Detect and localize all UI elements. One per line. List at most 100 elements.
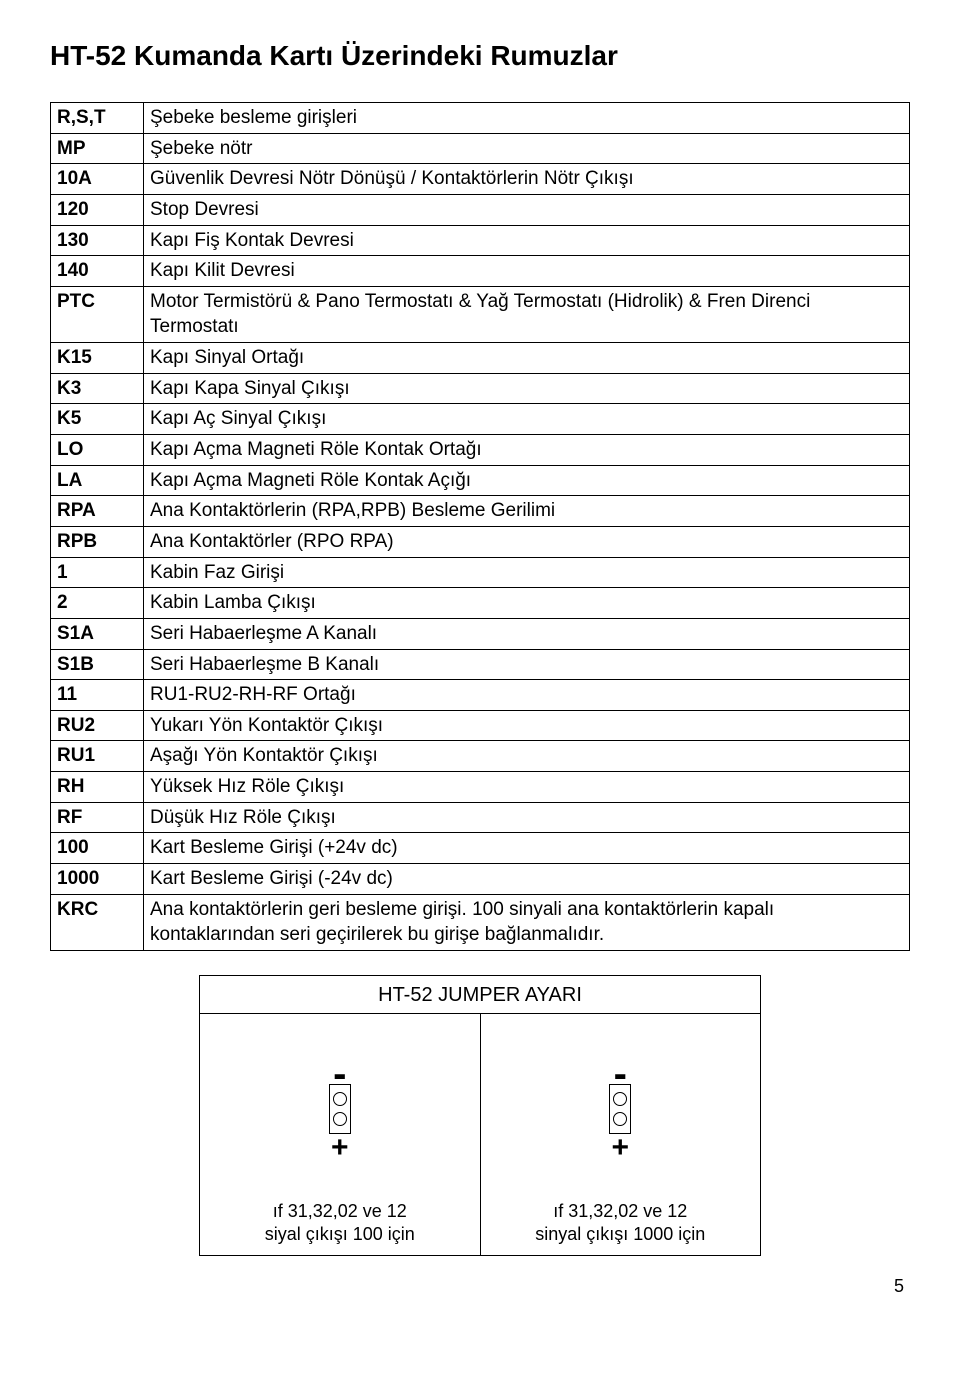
code-cell: 2 (51, 588, 144, 619)
table-row: 130Kapı Fiş Kontak Devresi (51, 225, 910, 256)
code-cell: 10A (51, 164, 144, 195)
code-cell: PTC (51, 286, 144, 342)
code-cell: K5 (51, 404, 144, 435)
jumper-panel: -+ıf 31,32,02 ve 12sinyal çıkışı 1000 iç… (481, 1014, 761, 1255)
jumper-pinbox (609, 1084, 631, 1134)
panel-caption: ıf 31,32,02 ve 12siyal çıkışı 100 için (265, 1200, 415, 1247)
desc-cell: Kart Besleme Girişi (-24v dc) (144, 864, 910, 895)
diagram-title: HT-52 JUMPER AYARI (200, 976, 760, 1013)
table-row: MPŞebeke nötr (51, 133, 910, 164)
jumper-pin (333, 1092, 347, 1106)
table-row: 140Kapı Kilit Devresi (51, 256, 910, 287)
code-cell: K15 (51, 343, 144, 374)
table-row: 11RU1-RU2-RH-RF Ortağı (51, 680, 910, 711)
desc-cell: Kapı Fiş Kontak Devresi (144, 225, 910, 256)
table-row: PTCMotor Termistörü & Pano Termostatı & … (51, 286, 910, 342)
desc-cell: Aşağı Yön Kontaktör Çıkışı (144, 741, 910, 772)
table-row: 2Kabin Lamba Çıkışı (51, 588, 910, 619)
table-row: 1Kabin Faz Girişi (51, 557, 910, 588)
desc-cell: Ana Kontaktörler (RPO RPA) (144, 526, 910, 557)
desc-cell: Kapı Açma Magneti Röle Kontak Ortağı (144, 435, 910, 466)
code-cell: R,S,T (51, 103, 144, 134)
jumper-pin (613, 1092, 627, 1106)
desc-cell: Motor Termistörü & Pano Termostatı & Yağ… (144, 286, 910, 342)
desc-cell: Güvenlik Devresi Nötr Dönüşü / Kontaktör… (144, 164, 910, 195)
desc-cell: Kapı Aç Sinyal Çıkışı (144, 404, 910, 435)
page-title: HT-52 Kumanda Kartı Üzerindeki Rumuzlar (50, 40, 910, 72)
jumper-symbol: -+ (609, 1064, 631, 1160)
table-row: RU1Aşağı Yön Kontaktör Çıkışı (51, 741, 910, 772)
plus-sign: + (331, 1136, 349, 1160)
desc-cell: Düşük Hız Röle Çıkışı (144, 802, 910, 833)
desc-cell: Kabin Lamba Çıkışı (144, 588, 910, 619)
desc-cell: Ana kontaktörlerin geri besleme girişi. … (144, 894, 910, 950)
code-cell: 130 (51, 225, 144, 256)
table-row: 10AGüvenlik Devresi Nötr Dönüşü / Kontak… (51, 164, 910, 195)
code-cell: 140 (51, 256, 144, 287)
table-row: LOKapı Açma Magneti Röle Kontak Ortağı (51, 435, 910, 466)
code-cell: 100 (51, 833, 144, 864)
code-cell: 1 (51, 557, 144, 588)
table-row: K15Kapı Sinyal Ortağı (51, 343, 910, 374)
code-cell: K3 (51, 373, 144, 404)
code-cell: RU1 (51, 741, 144, 772)
jumper-diagram: HT-52 JUMPER AYARI -+ıf 31,32,02 ve 12si… (199, 975, 761, 1256)
table-row: RHYüksek Hız Röle Çıkışı (51, 772, 910, 803)
table-row: R,S,TŞebeke besleme girişleri (51, 103, 910, 134)
jumper-pinbox (329, 1084, 351, 1134)
code-cell: LO (51, 435, 144, 466)
code-cell: RPB (51, 526, 144, 557)
desc-cell: RU1-RU2-RH-RF Ortağı (144, 680, 910, 711)
desc-cell: Kapı Kilit Devresi (144, 256, 910, 287)
table-row: K5Kapı Aç Sinyal Çıkışı (51, 404, 910, 435)
desc-cell: Şebeke nötr (144, 133, 910, 164)
panel-caption: ıf 31,32,02 ve 12sinyal çıkışı 1000 için (535, 1200, 705, 1247)
desc-cell: Kart Besleme Girişi (+24v dc) (144, 833, 910, 864)
code-cell: 1000 (51, 864, 144, 895)
codes-table: R,S,TŞebeke besleme girişleriMPŞebeke nö… (50, 102, 910, 951)
table-row: RPAAna Kontaktörlerin (RPA,RPB) Besleme … (51, 496, 910, 527)
code-cell: RU2 (51, 710, 144, 741)
desc-cell: Kapı Açma Magneti Röle Kontak Açığı (144, 465, 910, 496)
table-row: S1ASeri Habaerleşme A Kanalı (51, 618, 910, 649)
code-cell: MP (51, 133, 144, 164)
jumper-pin (333, 1112, 347, 1126)
code-cell: 11 (51, 680, 144, 711)
desc-cell: Stop Devresi (144, 194, 910, 225)
diagram-wrapper: HT-52 JUMPER AYARI -+ıf 31,32,02 ve 12si… (50, 975, 910, 1256)
code-cell: LA (51, 465, 144, 496)
table-row: RFDüşük Hız Röle Çıkışı (51, 802, 910, 833)
desc-cell: Kapı Kapa Sinyal Çıkışı (144, 373, 910, 404)
desc-cell: Kapı Sinyal Ortağı (144, 343, 910, 374)
desc-cell: Ana Kontaktörlerin (RPA,RPB) Besleme Ger… (144, 496, 910, 527)
desc-cell: Seri Habaerleşme A Kanalı (144, 618, 910, 649)
jumper-pin (613, 1112, 627, 1126)
desc-cell: Yüksek Hız Röle Çıkışı (144, 772, 910, 803)
table-row: K3Kapı Kapa Sinyal Çıkışı (51, 373, 910, 404)
code-cell: RPA (51, 496, 144, 527)
page-number: 5 (50, 1276, 910, 1297)
table-row: RPBAna Kontaktörler (RPO RPA) (51, 526, 910, 557)
minus-sign: - (333, 1064, 346, 1084)
table-row: 100Kart Besleme Girişi (+24v dc) (51, 833, 910, 864)
plus-sign: + (611, 1136, 629, 1160)
table-row: KRCAna kontaktörlerin geri besleme giriş… (51, 894, 910, 950)
code-cell: 120 (51, 194, 144, 225)
desc-cell: Seri Habaerleşme B Kanalı (144, 649, 910, 680)
code-cell: RH (51, 772, 144, 803)
code-cell: KRC (51, 894, 144, 950)
code-cell: S1B (51, 649, 144, 680)
desc-cell: Kabin Faz Girişi (144, 557, 910, 588)
table-row: LAKapı Açma Magneti Röle Kontak Açığı (51, 465, 910, 496)
desc-cell: Yukarı Yön Kontaktör Çıkışı (144, 710, 910, 741)
table-row: 1000Kart Besleme Girişi (-24v dc) (51, 864, 910, 895)
jumper-panel: -+ıf 31,32,02 ve 12siyal çıkışı 100 için (200, 1014, 481, 1255)
code-cell: RF (51, 802, 144, 833)
code-cell: S1A (51, 618, 144, 649)
minus-sign: - (614, 1064, 627, 1084)
jumper-symbol: -+ (329, 1064, 351, 1160)
desc-cell: Şebeke besleme girişleri (144, 103, 910, 134)
table-row: RU2Yukarı Yön Kontaktör Çıkışı (51, 710, 910, 741)
table-row: 120Stop Devresi (51, 194, 910, 225)
table-row: S1BSeri Habaerleşme B Kanalı (51, 649, 910, 680)
